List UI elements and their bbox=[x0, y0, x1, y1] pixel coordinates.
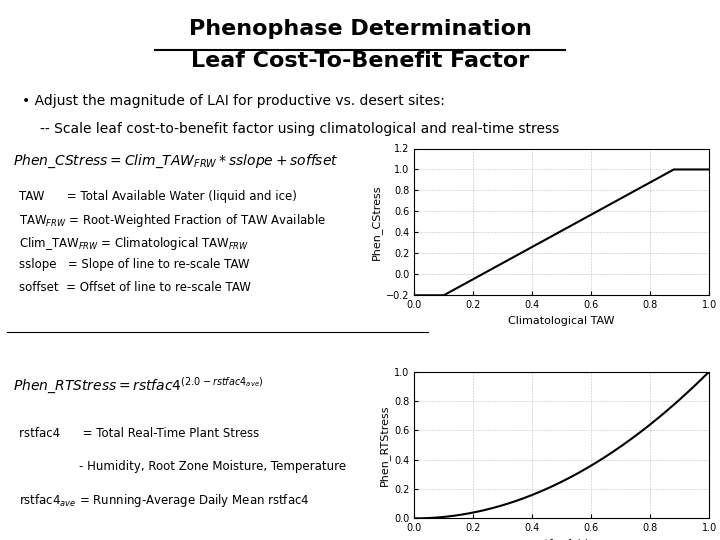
X-axis label: Climatological TAW: Climatological TAW bbox=[508, 316, 615, 326]
Text: Leaf Cost-To-Benefit Factor: Leaf Cost-To-Benefit Factor bbox=[191, 51, 529, 71]
Text: $Phen\_RTStress = rstfac4^{(2.0-rstfac4_{ave})}$: $Phen\_RTStress = rstfac4^{(2.0-rstfac4_… bbox=[13, 376, 264, 396]
Text: $Phen\_CStress = Clim\_TAW_{FRW} * sslope + soffset$: $Phen\_CStress = Clim\_TAW_{FRW} * sslop… bbox=[13, 153, 338, 170]
Y-axis label: Phen_CStress: Phen_CStress bbox=[371, 184, 382, 260]
Text: Phenophase Determination: Phenophase Determination bbox=[189, 19, 531, 39]
Text: • Adjust the magnitude of LAI for productive vs. desert sites:: • Adjust the magnitude of LAI for produc… bbox=[22, 94, 444, 109]
X-axis label: rstfac4 (-): rstfac4 (-) bbox=[534, 539, 589, 540]
Text: rstfac4$_{ave}$ = Running-Average Daily Mean rstfac4: rstfac4$_{ave}$ = Running-Average Daily … bbox=[19, 492, 310, 509]
Text: soffset  = Offset of line to re-scale TAW: soffset = Offset of line to re-scale TAW bbox=[19, 281, 251, 294]
Text: rstfac4      = Total Real-Time Plant Stress: rstfac4 = Total Real-Time Plant Stress bbox=[19, 427, 259, 441]
Text: TAW      = Total Available Water (liquid and ice): TAW = Total Available Water (liquid and … bbox=[19, 190, 297, 202]
Text: TAW$_{FRW}$ = Root-Weighted Fraction of TAW Available: TAW$_{FRW}$ = Root-Weighted Fraction of … bbox=[19, 212, 326, 230]
Text: - Humidity, Root Zone Moisture, Temperature: - Humidity, Root Zone Moisture, Temperat… bbox=[19, 460, 346, 472]
Text: Clim_TAW$_{FRW}$ = Climatological TAW$_{FRW}$: Clim_TAW$_{FRW}$ = Climatological TAW$_{… bbox=[19, 235, 249, 252]
Text: sslope   = Slope of line to re-scale TAW: sslope = Slope of line to re-scale TAW bbox=[19, 258, 250, 271]
Text: -- Scale leaf cost-to-benefit factor using climatological and real-time stress: -- Scale leaf cost-to-benefit factor usi… bbox=[40, 122, 559, 136]
Y-axis label: Phen_RTStress: Phen_RTStress bbox=[379, 404, 390, 486]
